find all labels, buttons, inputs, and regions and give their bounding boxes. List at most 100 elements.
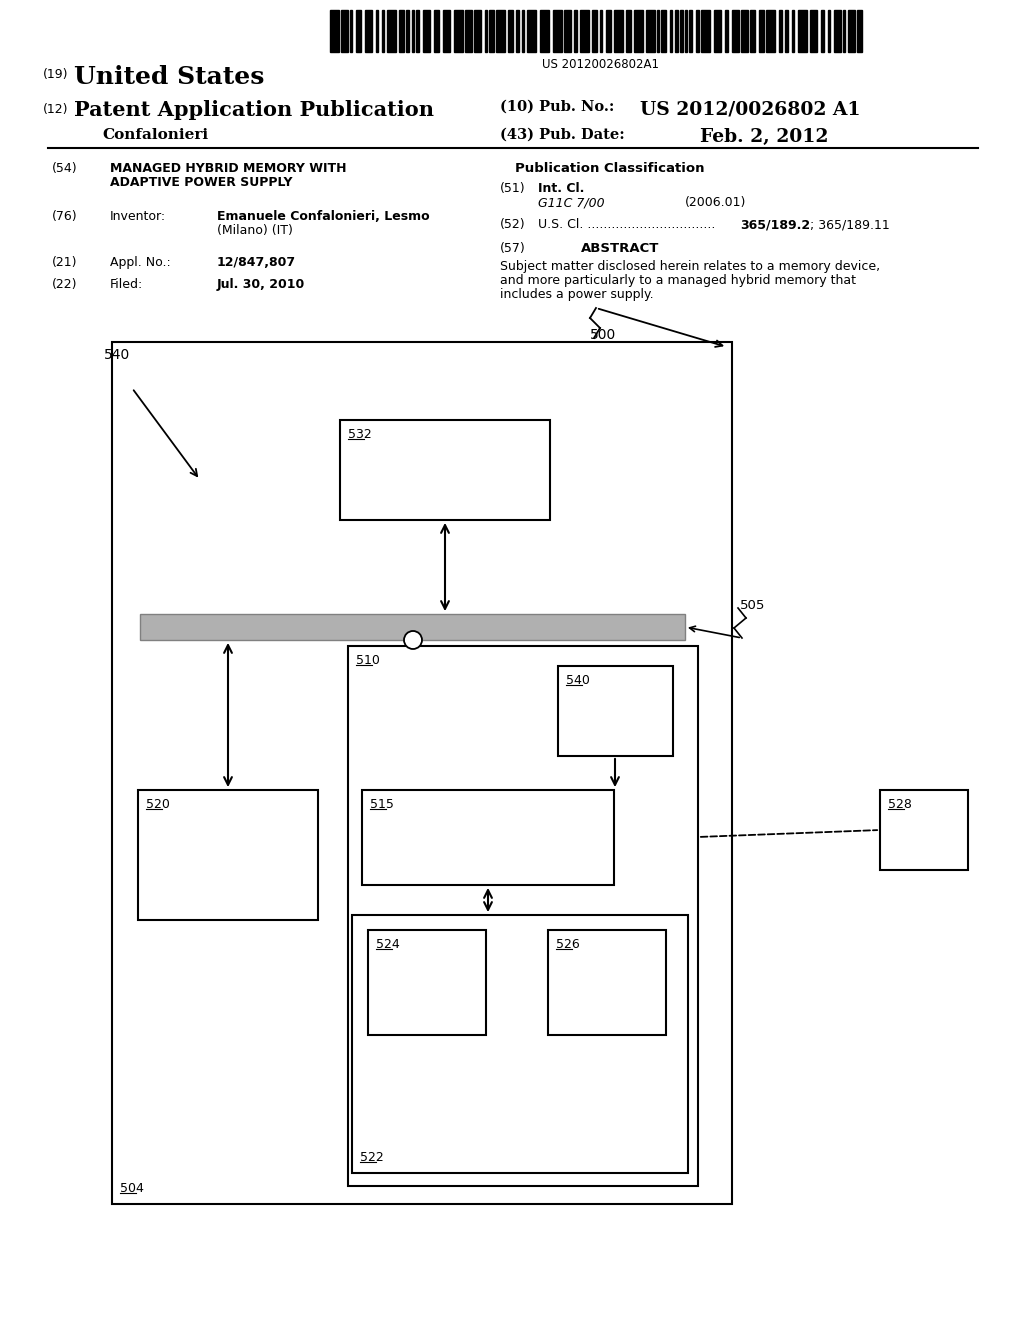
Bar: [540, 11, 549, 51]
Bar: [516, 11, 519, 51]
Bar: [821, 11, 824, 51]
Bar: [474, 11, 481, 51]
Bar: [580, 11, 589, 51]
Bar: [489, 11, 494, 51]
Text: Subject matter disclosed herein relates to a memory device,: Subject matter disclosed herein relates …: [500, 260, 880, 273]
Bar: [848, 11, 855, 51]
Bar: [685, 11, 687, 51]
Bar: [365, 11, 372, 51]
Bar: [792, 11, 794, 51]
Bar: [548, 931, 666, 1035]
Text: (54): (54): [52, 162, 78, 176]
Text: Jul. 30, 2010: Jul. 30, 2010: [217, 279, 305, 290]
Bar: [112, 342, 732, 1204]
Bar: [348, 645, 698, 1185]
Text: ABSTRACT: ABSTRACT: [581, 242, 659, 255]
Text: Patent Application Publication: Patent Application Publication: [74, 100, 434, 120]
Bar: [352, 915, 688, 1173]
Bar: [880, 789, 968, 870]
Text: Filed:: Filed:: [110, 279, 143, 290]
Bar: [741, 11, 748, 51]
Text: 515: 515: [370, 799, 394, 810]
Text: 12/847,807: 12/847,807: [217, 256, 296, 269]
Bar: [522, 11, 524, 51]
Bar: [423, 11, 430, 51]
Bar: [810, 11, 817, 51]
Text: Feb. 2, 2012: Feb. 2, 2012: [700, 128, 828, 147]
Bar: [340, 420, 550, 520]
Bar: [675, 11, 678, 51]
Text: 510: 510: [356, 653, 380, 667]
Bar: [454, 11, 463, 51]
Bar: [558, 667, 673, 756]
Bar: [553, 11, 562, 51]
Text: (19): (19): [43, 69, 68, 81]
Bar: [330, 11, 339, 51]
Text: US 20120026802A1: US 20120026802A1: [542, 58, 658, 71]
Text: 520: 520: [146, 799, 170, 810]
Bar: [657, 11, 659, 51]
Text: Confalonieri: Confalonieri: [102, 128, 208, 143]
Bar: [759, 11, 764, 51]
Bar: [834, 11, 841, 51]
Text: 532: 532: [348, 428, 372, 441]
Bar: [600, 11, 602, 51]
Bar: [714, 11, 721, 51]
Text: 528: 528: [888, 799, 912, 810]
Bar: [626, 11, 631, 51]
Text: U.S. Cl. ................................: U.S. Cl. ...............................…: [538, 218, 716, 231]
Bar: [696, 11, 699, 51]
Text: 505: 505: [740, 599, 765, 612]
Bar: [465, 11, 472, 51]
Text: 540: 540: [103, 348, 130, 362]
Bar: [362, 789, 614, 884]
Bar: [680, 11, 683, 51]
Bar: [140, 614, 685, 640]
Text: (51): (51): [500, 182, 525, 195]
Text: ; 365/189.11: ; 365/189.11: [810, 218, 890, 231]
Bar: [574, 11, 577, 51]
Text: Emanuele Confalonieri, Lesmo: Emanuele Confalonieri, Lesmo: [217, 210, 430, 223]
Text: 504: 504: [120, 1181, 144, 1195]
Bar: [843, 11, 845, 51]
Bar: [399, 11, 404, 51]
Text: (10) Pub. No.:: (10) Pub. No.:: [500, 100, 614, 114]
Bar: [382, 11, 384, 51]
Text: (52): (52): [500, 218, 525, 231]
Bar: [368, 931, 486, 1035]
Bar: [646, 11, 655, 51]
Bar: [857, 11, 862, 51]
Text: (2006.01): (2006.01): [685, 195, 746, 209]
Bar: [732, 11, 739, 51]
Bar: [564, 11, 571, 51]
Text: includes a power supply.: includes a power supply.: [500, 288, 653, 301]
Bar: [614, 11, 623, 51]
Text: G11C 7/00: G11C 7/00: [538, 195, 604, 209]
Bar: [634, 11, 643, 51]
Bar: [798, 11, 807, 51]
Bar: [496, 11, 505, 51]
Text: (43) Pub. Date:: (43) Pub. Date:: [500, 128, 625, 143]
Text: and more particularly to a managed hybrid memory that: and more particularly to a managed hybri…: [500, 275, 856, 286]
Text: (Milano) (IT): (Milano) (IT): [217, 224, 293, 238]
Bar: [779, 11, 782, 51]
Bar: [662, 11, 666, 51]
Bar: [725, 11, 728, 51]
Text: (22): (22): [52, 279, 78, 290]
Text: US 2012/0026802 A1: US 2012/0026802 A1: [640, 100, 860, 117]
Text: Appl. No.:: Appl. No.:: [110, 256, 171, 269]
Bar: [443, 11, 450, 51]
Text: 500: 500: [590, 327, 616, 342]
Bar: [750, 11, 755, 51]
Text: 365/189.2: 365/189.2: [740, 218, 810, 231]
Bar: [485, 11, 487, 51]
Text: (76): (76): [52, 210, 78, 223]
Bar: [670, 11, 672, 51]
Bar: [376, 11, 378, 51]
Text: 540: 540: [566, 675, 590, 686]
Text: (21): (21): [52, 256, 78, 269]
Bar: [701, 11, 710, 51]
Text: 526: 526: [556, 939, 580, 950]
Text: Int. Cl.: Int. Cl.: [538, 182, 585, 195]
Bar: [356, 11, 361, 51]
